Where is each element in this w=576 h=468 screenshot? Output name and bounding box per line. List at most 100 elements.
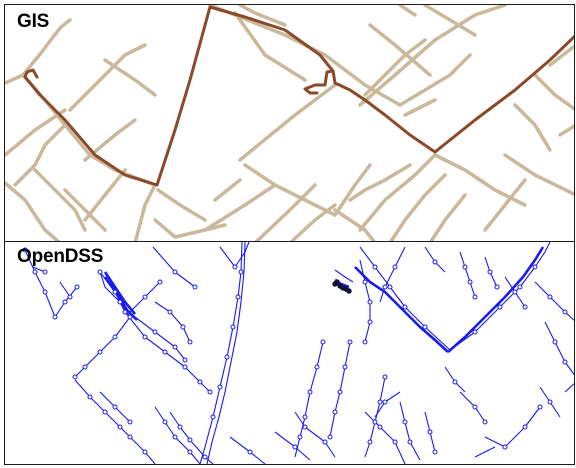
gis-feeder-path: [23, 5, 574, 187]
opendss-panel-label: OpenDSS: [17, 246, 104, 267]
opendss-node-marker: [562, 359, 568, 365]
opendss-node-cluster-marker: [346, 288, 352, 294]
opendss-node-marker: [182, 364, 188, 370]
gis-street: [253, 183, 317, 242]
gis-street: [398, 5, 417, 17]
opendss-line-segment: [534, 281, 574, 321]
opendss-node-marker: [382, 284, 388, 290]
opendss-node-marker: [472, 329, 478, 335]
gis-street: [333, 163, 372, 217]
opendss-line-segment: [59, 281, 71, 298]
opendss-node-marker: [197, 379, 203, 385]
gis-street: [238, 5, 287, 27]
gis-street: [388, 173, 447, 242]
opendss-node-cluster-marker: [332, 281, 338, 287]
gis-street: [5, 18, 72, 85]
opendss-node-marker: [152, 329, 158, 335]
opendss-node-marker: [172, 269, 178, 275]
opendss-node-marker: [112, 289, 118, 295]
opendss-node-marker: [322, 439, 328, 445]
gis-map-canvas: [5, 5, 574, 242]
opendss-feeder-segment: [103, 271, 136, 315]
opendss-line-segment: [364, 411, 406, 464]
gis-street: [348, 163, 412, 202]
opendss-node-marker: [372, 264, 378, 270]
opendss-node-marker: [377, 399, 383, 405]
opendss-node-marker: [112, 334, 118, 340]
opendss-node-marker: [382, 399, 388, 405]
opendss-line-segment: [544, 321, 574, 376]
gis-street: [83, 168, 127, 222]
opendss-node-marker: [230, 324, 236, 330]
opendss-node-marker: [382, 374, 388, 380]
opendss-node-marker: [302, 424, 308, 430]
opendss-node-marker: [224, 354, 230, 360]
opendss-line-segment: [219, 242, 250, 268]
opendss-node-marker: [472, 404, 478, 410]
opendss-node-marker: [117, 299, 123, 305]
opendss-feeder-segment: [354, 266, 449, 353]
opendss-node-marker: [377, 424, 383, 430]
gis-street: [33, 168, 87, 232]
gis-street: [213, 178, 242, 202]
opendss-line-segment: [294, 341, 324, 458]
gis-street-network: [5, 5, 574, 242]
opendss-node-marker: [482, 419, 488, 425]
opendss-node-marker: [392, 439, 398, 445]
opendss-node-marker: [162, 419, 168, 425]
opendss-line-segment: [564, 383, 574, 393]
opendss-node-marker: [187, 437, 193, 443]
opendss-node-marker: [297, 434, 303, 440]
gis-street: [503, 153, 574, 196]
opendss-node-marker: [522, 424, 528, 430]
gis-street: [483, 178, 527, 232]
gis-street: [63, 188, 107, 232]
opendss-feeder-path: [103, 246, 545, 353]
opendss-node-marker: [332, 409, 338, 415]
opendss-line-segment: [24, 249, 78, 318]
opendss-node-marker: [537, 404, 543, 410]
opendss-node-marker: [172, 344, 178, 350]
gis-street: [428, 193, 467, 242]
opendss-line-segment: [274, 431, 311, 461]
opendss-node-marker: [307, 389, 313, 395]
opendss-node-marker: [192, 284, 198, 290]
opendss-node-marker: [337, 389, 343, 395]
opendss-node-marker: [42, 289, 48, 295]
gis-street: [398, 53, 472, 107]
gis-street: [233, 11, 307, 82]
opendss-node-marker: [127, 434, 133, 440]
opendss-node-marker: [547, 399, 553, 405]
opendss-line-segment: [374, 391, 401, 418]
opendss-node-marker: [22, 247, 28, 253]
gis-map-panel: GIS: [4, 4, 575, 242]
gis-street: [403, 98, 437, 117]
opendss-line-segment: [379, 246, 406, 303]
opendss-node-marker: [552, 339, 558, 345]
opendss-node-marker: [42, 269, 48, 275]
opendss-node-marker: [512, 289, 518, 295]
opendss-node-marker: [97, 349, 103, 355]
opendss-node-marker: [320, 339, 326, 345]
opendss-node-marker: [314, 364, 320, 370]
opendss-node-marker: [172, 434, 178, 440]
opendss-node-marker: [117, 424, 123, 430]
opendss-line-segment: [484, 406, 541, 448]
gis-street: [368, 23, 432, 77]
gis-feeder-segment: [23, 68, 39, 79]
opendss-node-marker: [387, 284, 393, 290]
opendss-node-marker: [217, 384, 223, 390]
opendss-line-segment: [334, 269, 354, 283]
opendss-node-marker: [487, 269, 493, 275]
gis-street: [423, 5, 477, 37]
opendss-line-segment: [359, 246, 451, 351]
gis-street: [153, 218, 227, 239]
gis-street: [363, 38, 427, 97]
gis-street: [533, 73, 574, 111]
gis-street: [5, 181, 62, 242]
opendss-node-marker: [232, 264, 238, 270]
opendss-node-marker: [177, 424, 183, 430]
gis-street: [333, 208, 377, 242]
opendss-map-panel: OpenDSS: [4, 241, 575, 465]
